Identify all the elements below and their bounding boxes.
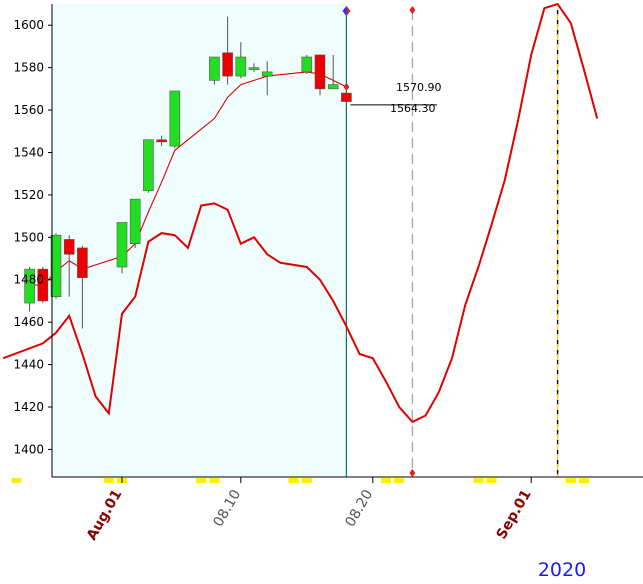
- y-tick-label: 1460: [13, 315, 44, 329]
- candle-body: [63, 239, 75, 255]
- candle-body: [116, 222, 128, 268]
- candle-body: [261, 71, 273, 77]
- last-price-marker: [343, 82, 350, 91]
- candle-body: [327, 84, 339, 90]
- candle-body: [169, 90, 181, 147]
- price-label-upper: 1570.90: [396, 81, 442, 94]
- candle-body: [209, 56, 220, 81]
- series-line: [2, 2, 599, 424]
- candle-body: [50, 234, 62, 298]
- candle-body: [129, 198, 141, 244]
- y-tick-label: 1500: [13, 230, 44, 244]
- y-tick-label: 1400: [13, 442, 44, 456]
- x-axis-weekend-mark: [288, 478, 299, 483]
- y-tick-label: 1480: [13, 273, 44, 287]
- candle-body: [341, 92, 352, 102]
- x-axis-weekend-mark: [301, 478, 312, 483]
- candle-body: [301, 56, 313, 73]
- year-label: 2020: [538, 559, 586, 580]
- x-axis-weekend-mark: [196, 478, 207, 483]
- candle-body: [235, 56, 247, 77]
- y-tick-label: 1600: [13, 18, 44, 32]
- highlight-region: [52, 4, 347, 477]
- candle-body: [248, 67, 260, 70]
- marker-diamond-red: [346, 6, 351, 16]
- x-axis-weekend-mark: [473, 478, 484, 483]
- x-axis-weekend-mark: [103, 478, 114, 483]
- y-tick-label: 1420: [13, 400, 44, 414]
- x-axis-weekend-mark: [486, 478, 497, 483]
- candle-body: [77, 247, 88, 278]
- candle-body: [143, 139, 154, 191]
- candle-body: [314, 54, 326, 90]
- candle-body: [37, 268, 49, 302]
- x-axis-weekend-mark: [381, 478, 391, 483]
- x-tick-label: 08.20: [342, 487, 376, 530]
- y-tick-label: 1580: [13, 61, 44, 75]
- x-axis-weekend-mark: [579, 478, 589, 483]
- x-axis-weekend-mark: [565, 478, 576, 483]
- candle-body: [24, 268, 35, 304]
- y-tick-label: 1520: [13, 188, 44, 202]
- x-axis-weekend-mark: [394, 478, 405, 483]
- y-tick-label: 1560: [13, 103, 44, 117]
- x-tick-label: Aug.01: [84, 487, 126, 543]
- marker-diamond-top: [409, 6, 416, 14]
- candle-body: [222, 52, 233, 77]
- y-tick-label: 1440: [13, 358, 44, 372]
- y-tick-label: 1540: [13, 145, 44, 159]
- x-axis-weekend-mark: [209, 478, 220, 483]
- x-axis-weekend-mark: [11, 478, 22, 483]
- x-tick-label: 08.10: [210, 487, 244, 530]
- x-tick-label: Sep.01: [494, 487, 535, 542]
- candle-body: [156, 139, 167, 143]
- marker-diamond-bottom: [409, 469, 416, 477]
- price-label-lower: 1564.30: [390, 102, 436, 115]
